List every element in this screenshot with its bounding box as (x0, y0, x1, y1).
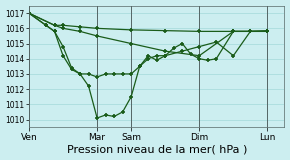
X-axis label: Pression niveau de la mer( hPa ): Pression niveau de la mer( hPa ) (66, 144, 247, 154)
